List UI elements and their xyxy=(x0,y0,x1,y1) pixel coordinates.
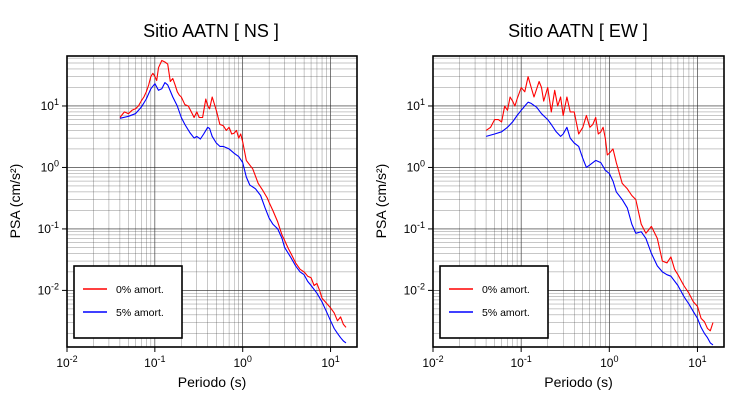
x-tick-label: 10-2 xyxy=(56,354,77,370)
legend: 0% amort. 5% amort. xyxy=(439,265,549,339)
x-tick-label: 10-2 xyxy=(422,354,443,370)
legend-label: 5% amort. xyxy=(116,307,164,319)
series-line-undamped xyxy=(485,76,714,332)
plot-frame xyxy=(66,55,358,348)
chart-title: Sitio AATN [ NS ] xyxy=(143,21,279,41)
x-tick-label: 10-1 xyxy=(510,354,531,370)
x-axis-label: Periodo (s) xyxy=(544,374,612,390)
x-tick-label: 101 xyxy=(688,354,706,370)
x-tick-label: 101 xyxy=(321,354,339,370)
legend-label: 0% amort. xyxy=(482,284,530,296)
chart-panel-ns: 10-2 10-1 100 101 10-2 10-1 100 101 Sitio AATN [… xyxy=(7,21,358,390)
series-group xyxy=(485,76,714,346)
y-axis-label: PSA (cm/s²) xyxy=(7,164,23,239)
legend-box xyxy=(73,265,183,339)
y-tick-label: 10-1 xyxy=(38,220,59,236)
y-tick-label: 100 xyxy=(407,158,425,174)
legend-label: 0% amort. xyxy=(116,284,164,296)
series-line-damped-5pct xyxy=(485,101,714,346)
y-tick-label: 100 xyxy=(41,158,59,174)
y-tick-label: 10-1 xyxy=(404,220,425,236)
y-tick-label: 101 xyxy=(41,97,59,113)
series-group xyxy=(119,59,347,344)
y-axis-label: PSA (cm/s²) xyxy=(373,164,389,239)
y-tick-label: 10-2 xyxy=(38,281,59,297)
x-axis-label: Periodo (s) xyxy=(178,374,246,390)
chart-panel-ew: 10-2 10-1 100 101 10-2 10-1 100 101 Sitio AATN [… xyxy=(373,21,725,390)
legend-box xyxy=(439,265,549,339)
x-tick-label: 10-1 xyxy=(144,354,165,370)
grid xyxy=(66,56,358,347)
legend: 0% amort. 5% amort. xyxy=(73,265,183,339)
chart-title: Sitio AATN [ EW ] xyxy=(508,21,648,41)
y-tick-label: 101 xyxy=(407,97,425,113)
plot-frame xyxy=(432,55,725,348)
x-tick-label: 100 xyxy=(234,354,252,370)
series-line-damped-5pct xyxy=(119,82,347,344)
legend-label: 5% amort. xyxy=(482,307,530,319)
series-line-undamped xyxy=(119,59,347,328)
y-tick-label: 10-2 xyxy=(404,281,425,297)
x-tick-label: 100 xyxy=(600,354,618,370)
